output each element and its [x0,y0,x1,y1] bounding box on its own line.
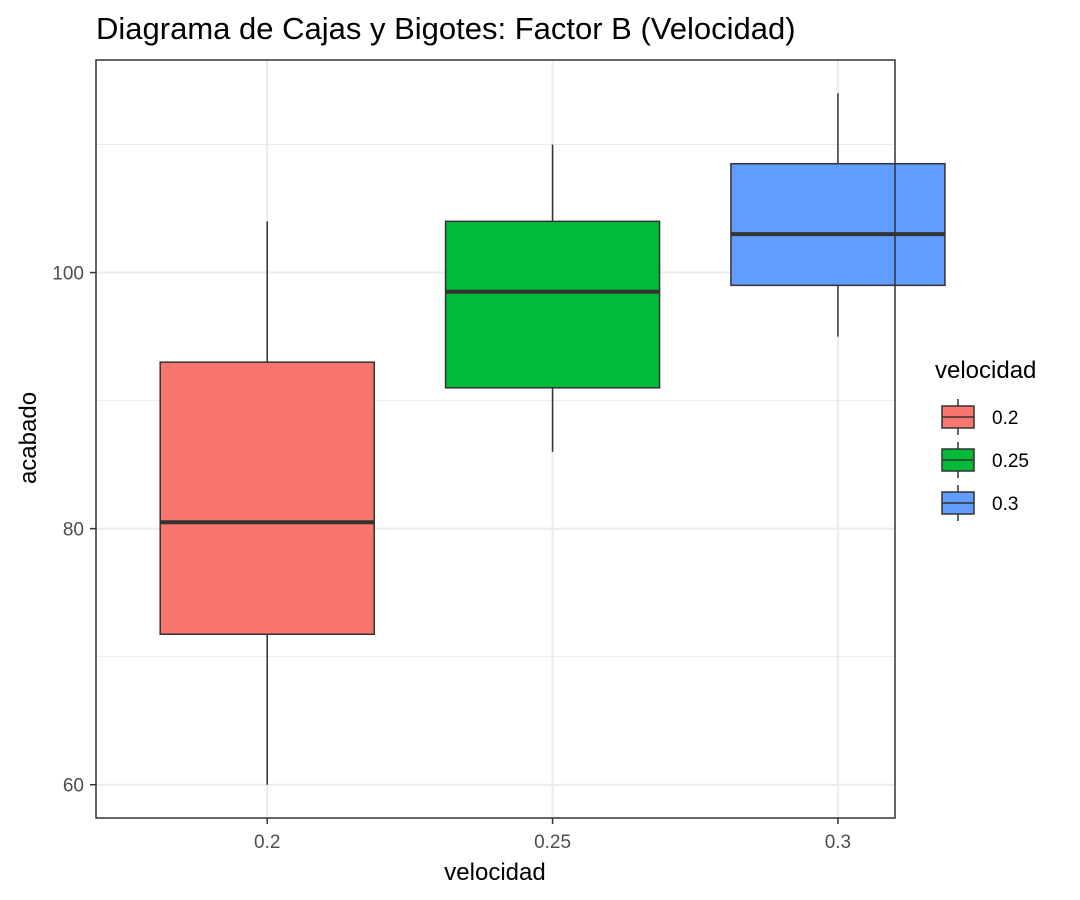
legend-entry: 0.2 [941,399,1018,435]
box-group [730,93,946,337]
legend-title: velocidad [935,357,1036,384]
panel-border [95,59,896,819]
legend: velocidad 0.2 0.25 0.3 [935,357,1036,521]
x-tick-label: 0.3 [825,832,851,853]
x-tick-label: 0.2 [254,832,280,853]
box [159,361,375,636]
legend-entry: 0.25 [941,442,1029,478]
box [444,220,661,389]
x-tick-label: 0.25 [534,832,571,853]
box [730,162,946,287]
box-group [159,221,375,785]
y-axis-title: acabado [15,392,42,484]
legend-label: 0.2 [992,408,1018,429]
chart-title: Diagrama de Cajas y Bigotes: Factor B (V… [96,11,796,46]
x-axis-title: velocidad [444,859,545,886]
box-group [444,144,661,452]
legend-entry: 0.3 [941,485,1018,521]
y-tick-label: 60 [63,776,84,797]
y-tick-label: 80 [63,520,84,541]
plot-area: 60 80 100 0.2 0.25 0.3 [52,59,946,853]
y-tick-label: 100 [52,264,84,285]
legend-label: 0.25 [992,451,1029,472]
legend-label: 0.3 [992,494,1018,515]
